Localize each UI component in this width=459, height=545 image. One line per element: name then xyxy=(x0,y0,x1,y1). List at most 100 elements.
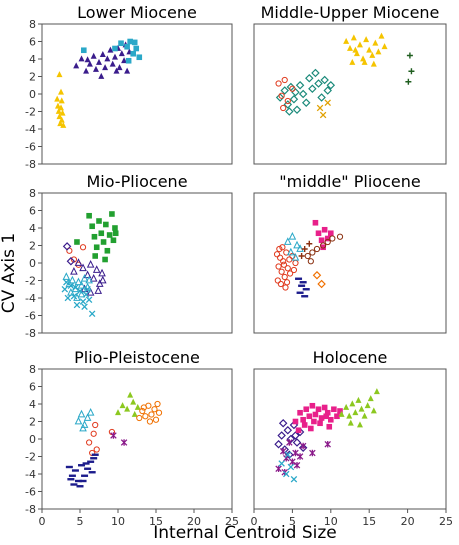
panel-4: "middle" Pliocene xyxy=(253,172,447,334)
y-tick-label: 6 xyxy=(29,381,36,394)
series-triangle-open xyxy=(74,408,95,432)
x-tick-label: 15 xyxy=(149,515,163,528)
y-tick-label: 2 xyxy=(29,240,36,253)
data-point xyxy=(70,483,78,486)
data-point xyxy=(326,81,336,90)
data-point xyxy=(107,46,114,53)
data-point xyxy=(283,237,292,245)
series-square xyxy=(312,219,334,251)
data-point xyxy=(317,93,326,102)
data-point xyxy=(72,284,79,291)
data-point xyxy=(74,258,83,266)
data-point xyxy=(306,413,313,420)
data-point xyxy=(312,219,319,226)
data-point xyxy=(284,97,291,105)
data-point xyxy=(103,221,109,228)
data-point xyxy=(320,242,327,249)
data-point xyxy=(81,47,87,54)
data-point xyxy=(124,67,131,74)
data-point xyxy=(134,403,141,410)
data-point xyxy=(131,410,138,417)
data-point xyxy=(286,256,293,263)
data-point xyxy=(366,46,373,53)
data-point xyxy=(356,41,363,48)
data-point xyxy=(86,408,95,416)
data-point xyxy=(119,402,126,409)
data-point xyxy=(77,281,86,289)
data-point xyxy=(56,113,63,120)
data-point xyxy=(140,404,147,411)
data-point xyxy=(364,402,371,409)
data-point xyxy=(58,88,64,95)
data-point xyxy=(372,39,379,46)
data-point xyxy=(277,254,284,261)
data-point xyxy=(102,256,108,263)
data-point xyxy=(295,277,303,280)
data-point xyxy=(139,407,146,415)
data-point xyxy=(109,60,116,67)
x-tick-label: 25 xyxy=(225,515,239,528)
data-point xyxy=(70,267,78,275)
data-point xyxy=(406,52,413,59)
data-point xyxy=(321,404,328,411)
y-tick-label: 8 xyxy=(29,18,36,31)
data-point xyxy=(287,463,295,471)
data-point xyxy=(74,416,83,425)
data-point xyxy=(98,230,105,237)
data-point xyxy=(118,40,124,47)
data-point xyxy=(277,280,284,288)
data-point xyxy=(298,443,308,452)
x-tick-label: 20 xyxy=(187,515,201,528)
data-point xyxy=(274,440,283,449)
data-point xyxy=(292,105,302,114)
data-point xyxy=(286,434,296,444)
data-point xyxy=(81,303,88,311)
data-point xyxy=(59,109,66,116)
data-point xyxy=(324,238,331,246)
data-point xyxy=(292,418,299,425)
y-tick-label: -4 xyxy=(25,123,36,136)
data-point xyxy=(84,467,92,470)
data-point xyxy=(286,439,293,446)
data-point xyxy=(323,413,329,420)
data-point xyxy=(90,430,97,437)
data-point xyxy=(301,422,308,428)
data-point xyxy=(305,74,314,83)
data-point xyxy=(77,289,86,298)
series-circle xyxy=(304,233,344,265)
y-tick-label: -6 xyxy=(25,310,36,323)
data-point xyxy=(361,58,368,65)
data-point xyxy=(109,211,115,217)
data-point xyxy=(90,457,98,460)
data-point xyxy=(73,62,80,69)
data-point xyxy=(317,279,326,289)
data-point xyxy=(300,416,306,423)
x-tick-label: 0 xyxy=(251,515,258,528)
series-star xyxy=(110,432,128,446)
data-point xyxy=(81,474,89,477)
data-point xyxy=(295,427,302,434)
data-point xyxy=(113,67,120,74)
data-point xyxy=(315,230,322,237)
data-point xyxy=(104,55,111,62)
y-tick-label: -2 xyxy=(25,106,36,119)
data-point xyxy=(284,451,292,459)
series-x xyxy=(316,99,331,119)
data-point xyxy=(68,474,76,477)
panel-title: Mio-Pliocene xyxy=(86,172,187,191)
series-triangle xyxy=(343,32,388,67)
x-tick-label: 5 xyxy=(289,515,296,528)
data-point xyxy=(78,55,85,62)
data-point xyxy=(83,67,90,74)
data-point xyxy=(346,412,353,419)
data-point xyxy=(142,413,149,420)
data-point xyxy=(276,245,283,253)
data-point xyxy=(352,46,359,53)
data-point xyxy=(54,102,61,109)
data-point xyxy=(295,81,305,90)
data-point xyxy=(284,265,291,272)
series-bar xyxy=(65,453,99,488)
data-point xyxy=(292,438,302,447)
